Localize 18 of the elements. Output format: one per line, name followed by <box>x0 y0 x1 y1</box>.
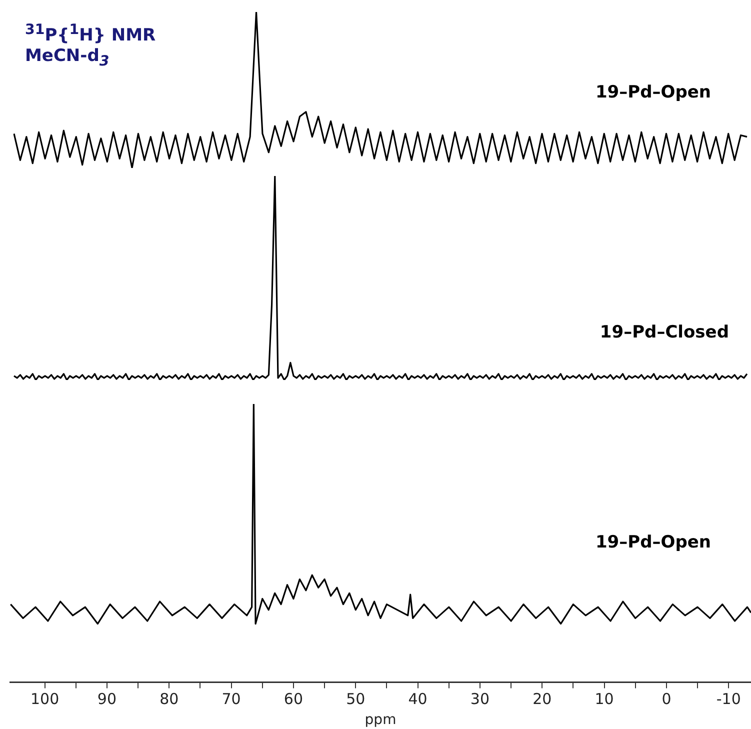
x-tick-label: 30 <box>470 690 490 708</box>
annotation: $^{31}$P{$^{1}$H} NMR <box>25 22 156 46</box>
x-tick-label: 90 <box>97 690 117 708</box>
x-tick-label: 50 <box>346 690 366 708</box>
x-tick-label: 40 <box>408 690 428 708</box>
x-tick-label: 100 <box>30 690 60 708</box>
x-tick-label: 0 <box>662 690 672 708</box>
annotation: MeCN-d$_{3}$ <box>25 46 110 70</box>
text: 19–Pd–Open <box>595 532 711 553</box>
x-tick-label: -10 <box>716 690 741 708</box>
series-label: 19–Pd–Open <box>595 82 711 103</box>
x-tick-label: 10 <box>594 690 614 708</box>
series-label: 19–Pd–Closed <box>600 322 729 342</box>
x-tick-label: 20 <box>532 690 552 708</box>
x-axis-title: ppm <box>364 712 396 728</box>
x-tick-label: 70 <box>222 690 241 708</box>
x-tick-label: 60 <box>284 690 304 708</box>
x-tick-label: 80 <box>160 690 179 708</box>
